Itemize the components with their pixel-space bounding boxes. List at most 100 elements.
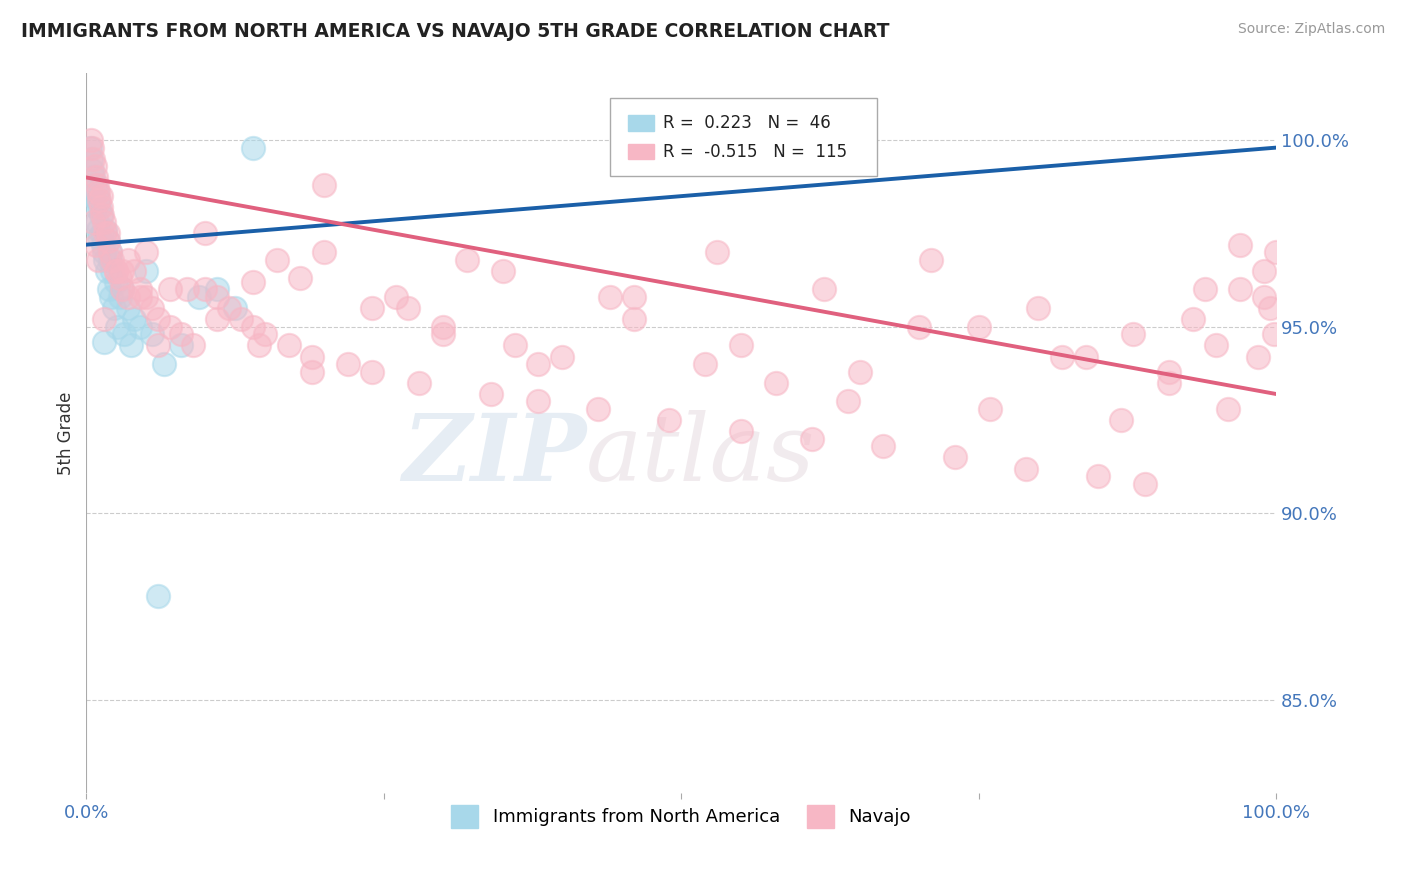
Point (82, 141, 104, 155)
Point (1205, 338, 1227, 352)
Point (98, 245, 121, 260)
Legend: Immigrants from North America, Navajo: Immigrants from North America, Navajo (444, 798, 918, 835)
Point (730, 338, 752, 352)
Point (105, 264, 128, 278)
Point (1218, 401, 1240, 416)
Point (87, 223, 110, 237)
Point (93, 215, 115, 229)
Point (314, 178, 336, 192)
Point (586, 401, 609, 416)
Point (87, 186, 110, 200)
Point (84, 200, 107, 214)
Point (943, 450, 966, 465)
Point (146, 589, 169, 603)
Point (111, 283, 134, 297)
Point (432, 327, 454, 342)
Point (224, 301, 246, 315)
Text: IMMIGRANTS FROM NORTH AMERICA VS NAVAJO 5TH GRADE CORRELATION CHART: IMMIGRANTS FROM NORTH AMERICA VS NAVAJO … (21, 22, 890, 41)
Point (122, 312, 145, 326)
Point (128, 290, 150, 304)
Point (117, 252, 139, 267)
Point (101, 252, 124, 267)
Bar (627, 115, 654, 130)
Point (97, 227, 120, 241)
Point (146, 312, 169, 326)
Point (105, 275, 128, 289)
Point (848, 365, 870, 379)
Point (82, 170, 104, 185)
Point (159, 319, 181, 334)
Point (79, 141, 101, 155)
Point (1050, 350, 1073, 364)
Point (266, 252, 288, 267)
Point (87, 252, 110, 267)
Point (527, 357, 550, 371)
Point (337, 357, 360, 371)
Point (1015, 461, 1038, 475)
Point (89, 193, 111, 207)
Point (599, 290, 621, 304)
Point (1247, 350, 1270, 364)
Text: atlas: atlas (586, 409, 815, 500)
Point (183, 338, 205, 352)
Point (527, 394, 550, 409)
Point (91, 237, 114, 252)
Point (253, 327, 276, 342)
Point (84, 170, 107, 185)
Point (765, 376, 787, 390)
Point (93, 245, 115, 260)
Point (82, 163, 104, 178)
Point (87, 193, 110, 207)
Point (90, 208, 112, 222)
Point (98, 245, 121, 260)
Point (159, 283, 181, 297)
Point (93, 312, 115, 326)
Point (90, 227, 112, 241)
Point (108, 290, 131, 304)
Point (86, 215, 108, 229)
Text: R =  0.223   N =  46: R = 0.223 N = 46 (664, 113, 831, 132)
Point (908, 319, 931, 334)
Point (84, 237, 107, 252)
Point (83, 159, 105, 173)
Point (98, 252, 121, 267)
Point (194, 283, 217, 297)
Point (1253, 290, 1275, 304)
Point (205, 290, 228, 304)
Point (872, 439, 894, 453)
Point (1265, 245, 1288, 260)
Point (623, 290, 645, 304)
Point (730, 425, 752, 439)
Point (94, 252, 117, 267)
Point (979, 401, 1001, 416)
Point (205, 283, 228, 297)
Point (86, 186, 108, 200)
Point (86, 178, 108, 192)
Point (122, 264, 145, 278)
Point (456, 252, 478, 267)
Point (121, 338, 143, 352)
Point (242, 141, 264, 155)
Point (623, 312, 645, 326)
Point (479, 387, 502, 401)
Point (152, 357, 174, 371)
Point (247, 338, 270, 352)
Point (103, 301, 125, 315)
Point (1087, 469, 1109, 483)
Point (111, 283, 134, 297)
Point (432, 319, 454, 334)
Point (100, 290, 122, 304)
Point (112, 327, 135, 342)
Point (396, 301, 419, 315)
Point (301, 350, 323, 364)
Point (146, 338, 169, 352)
Point (141, 327, 163, 342)
Point (813, 283, 835, 297)
Point (90, 208, 112, 222)
Point (384, 290, 406, 304)
Point (301, 365, 323, 379)
Point (82, 215, 104, 229)
Point (1229, 283, 1251, 297)
Point (1026, 301, 1049, 315)
Point (1229, 237, 1251, 252)
